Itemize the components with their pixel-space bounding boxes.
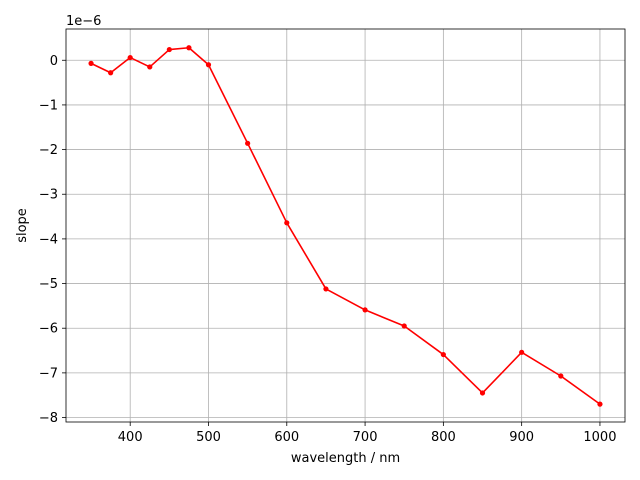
y-tick-label: −5	[39, 277, 58, 292]
y-tick-label: −3	[39, 188, 58, 203]
data-point	[147, 64, 153, 70]
y-axis-label: slope	[15, 208, 30, 243]
data-point	[127, 54, 133, 61]
data-point	[440, 351, 446, 358]
data-point	[558, 373, 564, 379]
x-tick-label: 1000	[583, 430, 616, 445]
y-offset-text: 1e−6	[66, 14, 101, 29]
y-tick-label: −8	[39, 411, 58, 426]
y-tick-label: −4	[39, 232, 58, 247]
plot-frame	[65, 28, 626, 423]
data-series	[88, 45, 603, 407]
x-tick-label: 500	[196, 430, 221, 445]
data-point	[323, 286, 329, 292]
x-tick-label: 400	[118, 430, 143, 445]
data-point	[205, 62, 212, 68]
data-point	[186, 45, 192, 51]
data-point	[362, 307, 368, 313]
data-point	[519, 349, 525, 355]
data-point	[245, 140, 251, 146]
x-tick-label: 900	[509, 430, 534, 445]
x-tick-label: 600	[274, 430, 299, 445]
y-tick-label: −2	[39, 143, 58, 158]
x-tick-label: 700	[353, 430, 378, 445]
y-tick-label: 0	[50, 54, 58, 69]
data-point	[597, 401, 603, 407]
grid-lines	[66, 29, 625, 422]
x-tick-label: 800	[431, 430, 456, 445]
data-point	[88, 60, 94, 66]
y-tick-label: −7	[39, 366, 58, 381]
data-point	[401, 323, 407, 329]
data-point	[108, 70, 114, 76]
y-tick-label: −6	[39, 322, 58, 337]
plot-area-background	[66, 29, 625, 422]
data-point	[284, 220, 290, 226]
y-axis-ticks: 0 −1 −2 −3 −4 −5 −6 −7 −8	[39, 54, 66, 426]
data-point	[479, 390, 486, 396]
y-tick-label: −1	[39, 98, 58, 113]
data-point	[166, 46, 172, 53]
x-axis-label: wavelength / nm	[291, 451, 400, 466]
x-axis-ticks: 400 500 600 700 800 900 1000	[118, 422, 616, 445]
